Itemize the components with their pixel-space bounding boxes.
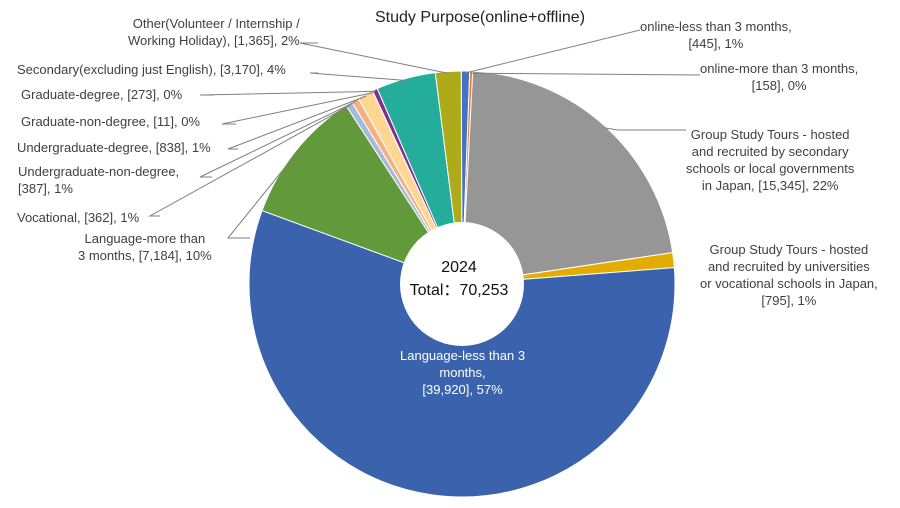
data-label: Language-more than 3 months, [7,184], 10% (78, 230, 212, 264)
leader-lines (148, 29, 701, 239)
data-label-line: Undergraduate-non-degree, (18, 164, 180, 179)
leader-line (148, 104, 351, 217)
data-label-line: Group Study Tours - hosted (690, 127, 850, 142)
chart-title: Study Purpose(online+offline) (374, 9, 586, 26)
data-label: Secondary(excluding just English), [3,17… (17, 61, 286, 78)
data-label-line: Undergraduate-degree, [838], 1% (17, 140, 211, 155)
data-label-line: online-less than 3 months, (640, 19, 792, 34)
data-label-line: Language-more than (84, 231, 206, 246)
data-label: Undergraduate-degree, [838], 1% (17, 139, 211, 156)
leader-line (199, 101, 357, 178)
leader-line (299, 42, 449, 74)
data-label-line: Language-less than 3 (400, 348, 526, 363)
center-total: Total：70,253 (409, 282, 509, 299)
leader-line (199, 90, 376, 96)
data-label: Undergraduate-non-degree, [387], 1% (18, 163, 179, 197)
data-label: Vocational, [362], 1% (17, 209, 139, 226)
data-label-line: Graduate-non-degree, [11], 0% (21, 114, 200, 129)
leader-line (471, 72, 701, 76)
data-label: Group Study Tours - hosted and recruited … (700, 241, 878, 309)
data-label-line: [158], 0% (751, 78, 807, 93)
leader-line (603, 127, 686, 131)
data-label: Graduate-non-degree, [11], 0% (21, 113, 200, 130)
data-label: online-more than 3 months, [158], 0% (700, 60, 858, 94)
data-label-line: [387], 1% (18, 181, 73, 196)
data-label: Group Study Tours - hosted and recruited … (686, 126, 854, 194)
data-label-line: schools or local governments (686, 161, 855, 176)
data-label-line: 3 months, [7,184], 10% (78, 248, 212, 263)
data-label-line: Graduate-degree, [273], 0% (21, 87, 183, 102)
data-label-line: [39,920], 57% (422, 382, 503, 397)
data-label-line: or vocational schools in Japan, (700, 276, 878, 291)
leader-line (465, 29, 641, 74)
data-label-line: and recruited by secondary (691, 144, 849, 159)
data-label-line: [445], 1% (688, 36, 744, 51)
data-label-line: Group Study Tours - hosted (709, 242, 869, 257)
data-label-line: [795], 1% (761, 293, 817, 308)
data-label-line: Working Holiday), [1,365], 2% (128, 33, 300, 48)
data-label: Language-less than 3 months, [39,920], 57% (400, 347, 525, 398)
leader-line (309, 72, 407, 81)
leader-line (227, 95, 367, 150)
data-label-line: Other(Volunteer / Internship / (132, 16, 300, 31)
leader-line (226, 152, 298, 239)
data-label-line: and recruited by universities (707, 259, 870, 274)
data-label-line: Vocational, [362], 1% (17, 210, 140, 225)
data-label: Graduate-degree, [273], 0% (21, 86, 182, 103)
data-label-line: in Japan, [15,345], 22% (701, 178, 839, 193)
leader-line (221, 92, 374, 125)
data-label-line: months, (439, 365, 486, 380)
data-label: online-less than 3 months, [445], 1% (640, 18, 792, 52)
data-label-line: Secondary(excluding just English), [3,17… (17, 62, 286, 77)
data-label-line: online-more than 3 months, (700, 61, 859, 76)
center-year: 2024 (441, 259, 477, 276)
pie-slice (248, 209, 676, 498)
pie-slice (461, 70, 674, 285)
donut-hole (400, 222, 524, 346)
data-label: Other(Volunteer / Internship / Working Ho… (128, 15, 300, 49)
